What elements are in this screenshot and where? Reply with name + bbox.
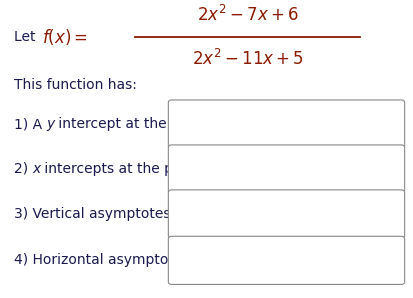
Text: x: x: [32, 162, 40, 176]
Text: 4) Horizontal asymptote at: 4) Horizontal asymptote at: [14, 253, 205, 267]
Text: intercept at the point: intercept at the point: [54, 117, 206, 131]
Text: y: y: [46, 117, 54, 131]
FancyBboxPatch shape: [169, 236, 405, 284]
Text: =: =: [212, 253, 228, 267]
Text: 1) A: 1) A: [14, 117, 46, 131]
Text: y: y: [204, 253, 212, 267]
Text: 2): 2): [14, 162, 32, 176]
Text: $2x^2-7x+6$: $2x^2-7x+6$: [197, 5, 299, 25]
Text: $2x^2-11x+5$: $2x^2-11x+5$: [192, 49, 304, 69]
Text: This function has:: This function has:: [14, 78, 137, 92]
Text: 3) Vertical asymptotes at: 3) Vertical asymptotes at: [14, 207, 193, 221]
FancyBboxPatch shape: [169, 100, 405, 148]
Text: intercepts at the point(s): intercepts at the point(s): [40, 162, 218, 176]
Text: =: =: [200, 207, 216, 221]
FancyBboxPatch shape: [169, 190, 405, 238]
Text: x: x: [192, 207, 200, 221]
Text: $\mathit{f}(\mathit{x})=$: $\mathit{f}(\mathit{x})=$: [43, 27, 88, 47]
Text: Let: Let: [14, 30, 40, 44]
FancyBboxPatch shape: [169, 145, 405, 193]
